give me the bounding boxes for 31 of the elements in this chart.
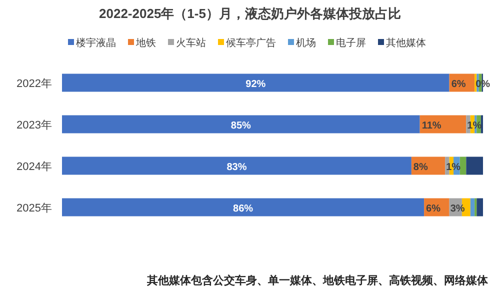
bar (460, 156, 466, 175)
legend-label: 其他媒体 (386, 37, 426, 49)
data-label: 92% (246, 78, 266, 90)
bar (62, 198, 424, 216)
legend-label: 楼宇液晶 (76, 37, 116, 49)
bar (62, 156, 412, 175)
data-label: 86% (233, 203, 254, 214)
y-tick-label: 2024年 (16, 160, 52, 173)
data-label: 83% (226, 162, 247, 173)
data-label: 1% (467, 120, 482, 132)
y-tick-label: 2023年 (16, 119, 52, 132)
y-tick-label: 2025年 (16, 202, 52, 214)
legend-label: 电子屏 (336, 37, 366, 49)
bar (470, 198, 475, 216)
legend-label: 候车亭广告 (226, 37, 276, 49)
bar (62, 115, 420, 134)
data-label: 8% (413, 162, 428, 173)
bar (476, 198, 483, 216)
bar (466, 156, 483, 175)
text: 其他媒体包含公交车身、单一媒体、地铁电子屏、高铁视频、网络媒体 (146, 274, 489, 287)
data-label: 6% (451, 78, 466, 90)
data-label: 6% (426, 203, 441, 214)
bar (62, 74, 450, 92)
legend-label: 机场 (296, 37, 316, 49)
legend-label: 火车站 (176, 37, 206, 49)
chart-title: 2022-2025年（1-5）月，液态奶户外各媒体投放占比 (99, 6, 401, 21)
bar (420, 115, 466, 134)
legend-label: 地铁 (135, 37, 156, 49)
data-label: 85% (230, 120, 252, 132)
data-label: 11% (422, 120, 442, 132)
y-tick-label: 2022年 (16, 78, 52, 90)
